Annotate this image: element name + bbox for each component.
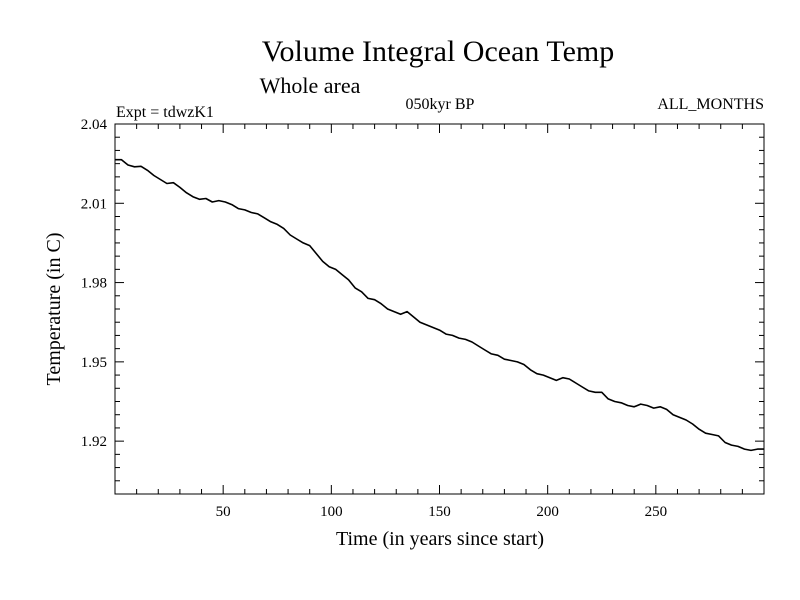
plot-frame bbox=[114, 123, 765, 495]
months-label: ALL_MONTHS bbox=[657, 96, 764, 113]
x-axis-ticks bbox=[136, 124, 743, 494]
y-axis-ticks bbox=[115, 136, 764, 482]
chart-title: Volume Integral Ocean Temp bbox=[262, 35, 615, 68]
x-axis-tick-labels: 50 100 150 200 250 bbox=[216, 504, 667, 520]
y-tick-label: 2.04 bbox=[81, 117, 108, 133]
x-tick-label: 250 bbox=[645, 504, 668, 520]
x-tick-label: 200 bbox=[536, 504, 559, 520]
y-axis-label: Temperature (in C) bbox=[43, 233, 65, 386]
period-label: 050kyr BP bbox=[406, 96, 475, 113]
series-line bbox=[115, 158, 764, 452]
chart-subtitle: Whole area bbox=[260, 73, 361, 98]
series-layer bbox=[115, 158, 764, 452]
y-axis-tick-labels: 1.92 1.95 1.98 2.01 2.04 bbox=[81, 117, 108, 450]
experiment-label: Expt = tdwzK1 bbox=[116, 104, 214, 121]
y-tick-label: 1.95 bbox=[81, 355, 107, 371]
x-tick-label: 150 bbox=[428, 504, 451, 520]
x-tick-label: 50 bbox=[216, 504, 231, 520]
x-tick-label: 100 bbox=[320, 504, 343, 520]
y-tick-label: 1.92 bbox=[81, 434, 107, 450]
x-axis-label: Time (in years since start) bbox=[336, 528, 544, 550]
y-tick-label: 1.98 bbox=[81, 276, 107, 292]
y-tick-label: 2.01 bbox=[81, 196, 107, 212]
